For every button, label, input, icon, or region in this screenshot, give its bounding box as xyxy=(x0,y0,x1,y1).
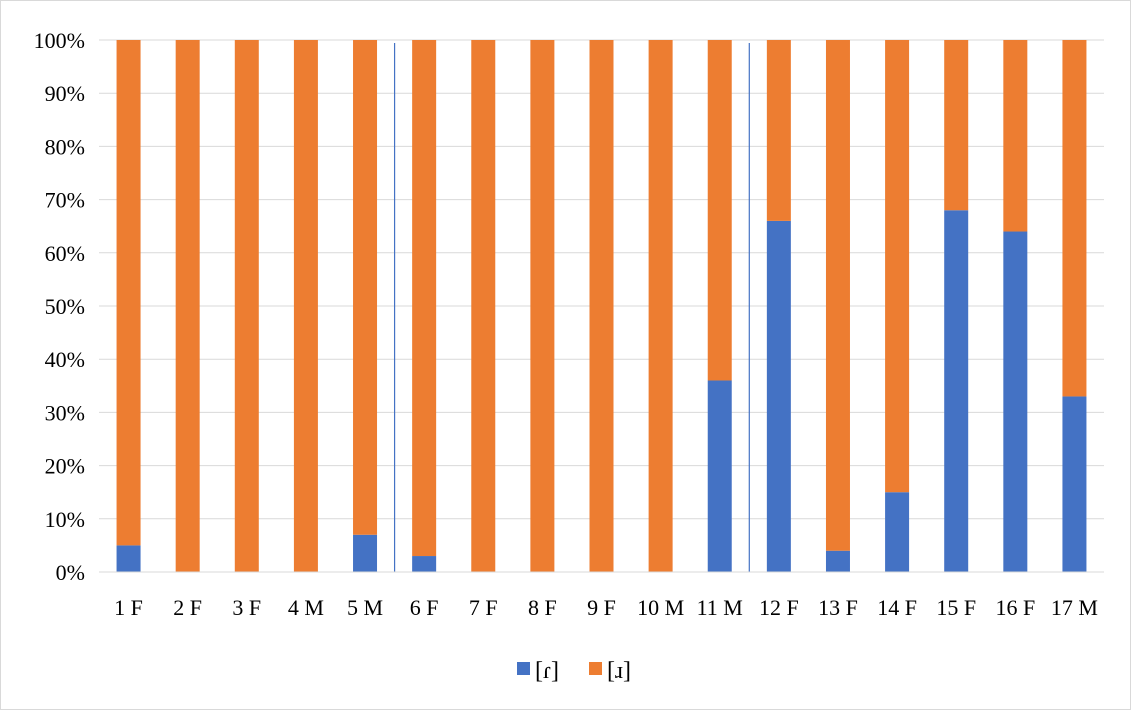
x-tick-label: 11 M xyxy=(697,595,743,620)
y-tick-label: 60% xyxy=(45,241,85,266)
bar-segment-tap xyxy=(885,492,910,572)
bar-segment-approximant xyxy=(353,40,378,535)
x-tick-label: 4 M xyxy=(288,595,324,620)
bar-segment-approximant xyxy=(648,40,673,572)
bar-segment-tap xyxy=(1003,231,1028,572)
x-tick-label: 1 F xyxy=(114,595,143,620)
bars xyxy=(116,40,1087,573)
x-tick-label: 2 F xyxy=(173,595,202,620)
x-tick-label: 15 F xyxy=(936,595,976,620)
bar-segment-approximant xyxy=(471,40,496,572)
y-tick-label: 90% xyxy=(45,81,85,106)
y-tick-label: 30% xyxy=(45,400,85,425)
x-tick-label: 3 F xyxy=(232,595,261,620)
bar-segment-approximant xyxy=(885,40,910,493)
bar-segment-tap xyxy=(353,534,378,572)
y-tick-label: 80% xyxy=(45,134,85,159)
legend-label-tap: [ɾ] xyxy=(535,658,559,684)
bar-segment-approximant xyxy=(1062,40,1087,397)
y-tick-label: 100% xyxy=(34,28,85,53)
x-tick-label: 12 F xyxy=(759,595,799,620)
bar-segment-approximant xyxy=(707,40,732,381)
x-tick-label: 6 F xyxy=(410,595,439,620)
bar-segment-tap xyxy=(944,210,969,573)
bar-segment-approximant xyxy=(412,40,437,557)
x-tick-label: 8 F xyxy=(528,595,557,620)
bar-segment-tap xyxy=(766,220,791,572)
y-tick-label: 20% xyxy=(45,454,85,479)
y-tick-label: 50% xyxy=(45,294,85,319)
bar-segment-approximant xyxy=(530,40,555,572)
bar-segment-approximant xyxy=(825,40,850,551)
x-tick-label: 9 F xyxy=(587,595,616,620)
x-tick-label: 10 M xyxy=(637,595,684,620)
x-tick-label: 5 M xyxy=(347,595,383,620)
legend-label-approximant: [ɹ] xyxy=(607,658,631,684)
legend-swatch-tap xyxy=(517,662,530,675)
legend: [ɾ] [ɹ] xyxy=(517,658,631,684)
bar-segment-tap xyxy=(412,556,437,572)
y-tick-label: 10% xyxy=(45,507,85,532)
y-tick-label: 70% xyxy=(45,188,85,213)
x-axis-ticks: 1 F 2 F 3 F 4 M 5 M 6 F 7 F 8 F 9 F 10 M 11 M 12 F 1… xyxy=(114,595,1098,620)
group-dividers xyxy=(393,43,750,572)
y-tick-label: 0% xyxy=(56,560,85,585)
x-tick-label: 14 F xyxy=(877,595,917,620)
x-tick-label: 7 F xyxy=(469,595,498,620)
bar-segment-tap xyxy=(1062,396,1087,572)
x-tick-label: 16 F xyxy=(995,595,1035,620)
x-tick-label: 17 M xyxy=(1051,595,1098,620)
bar-segment-approximant xyxy=(293,40,318,572)
bar-segment-approximant xyxy=(234,40,259,572)
bar-segment-approximant xyxy=(589,40,614,572)
bar-segment-approximant xyxy=(944,40,969,211)
bar-segment-approximant xyxy=(116,40,141,546)
y-axis-ticks: 0% 10% 20% 30% 40% 50% 60% 70% 80% 90% 100% xyxy=(34,28,85,585)
y-tick-label: 40% xyxy=(45,347,85,372)
bar-segment-approximant xyxy=(766,40,791,221)
bar-segment-approximant xyxy=(175,40,200,572)
legend-swatch-approximant xyxy=(589,662,602,675)
bar-segment-approximant xyxy=(1003,40,1028,232)
bar-segment-tap xyxy=(116,545,141,572)
x-tick-label: 13 F xyxy=(818,595,858,620)
bar-segment-tap xyxy=(825,550,850,572)
bar-segment-tap xyxy=(707,380,732,572)
